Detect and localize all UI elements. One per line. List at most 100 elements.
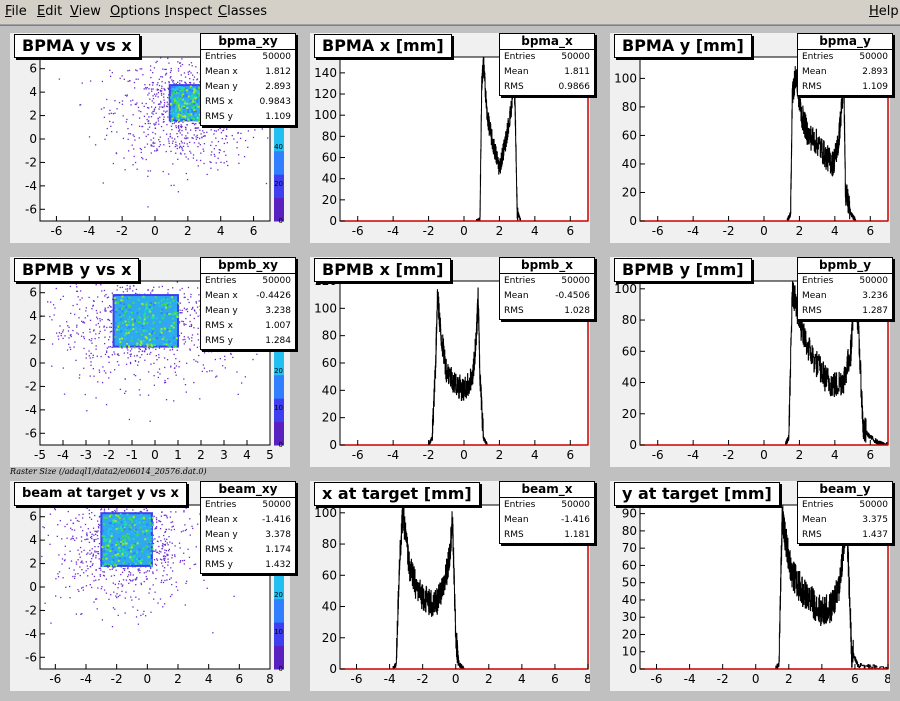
stats-label: RMS x [205,545,233,555]
stats-row: RMS 1.287 [798,304,892,319]
x-tick-label: -4 [387,448,399,462]
y-tick-label: 0 [329,438,337,452]
plot-title: BPMA y vs x [14,34,140,58]
stats-box: bpmb_xy Entries 50000 Mean x -0.4426 Mean y 3.… [200,257,296,350]
x-tick-label: 2 [796,224,804,238]
x-tick-label: 4 [531,224,539,238]
x-tick-label: 0 [151,224,159,238]
bpma-y-pad[interactable]: -6 -4 -2 0 2 4 6 0 20 40 60 80 100 BPMA y [mm] bpma_y E… [610,33,893,243]
stats-label: Mean y [205,530,238,540]
stats-box: bpmb_y Entries 50000 Mean 3.236 RMS 1.287 [797,257,893,320]
stats-label: Entries [205,52,237,62]
menu-inspect[interactable]: Inspect [165,4,213,19]
stats-label: RMS [504,306,524,316]
stats-value: 50000 [262,52,291,62]
stats-box: bpma_xy Entries 50000 Mean x 1.812 Mean y 2.89… [200,33,296,126]
stats-label: Mean x [205,67,238,77]
stats-label: Mean [802,291,827,301]
y-tick-label: 40 [622,157,637,171]
stats-row: RMS y 1.284 [201,334,295,349]
y-tick-label: 80 [622,524,637,538]
y-tick-label: 60 [322,151,337,165]
colorbar-segment [274,174,284,199]
y-tick-label: 20 [622,185,637,199]
stats-value: -0.4426 [256,291,291,301]
x-tick-label: 4 [243,448,251,462]
bpmb-x-pad[interactable]: -6-4-20246020406080100120BPMB x [mm]bpmb… [310,257,595,467]
x-tick-label: -2 [717,672,729,686]
x-tick-label: 2 [485,672,493,686]
y-tick-label: -6 [25,202,37,216]
colorbar-tick-label: 0 [279,441,283,449]
stats-row: Mean 3.236 [798,289,892,304]
colorbar-tick-label: 0 [279,217,283,225]
stats-value: 3.238 [265,306,291,316]
y-tick-label: 0 [629,438,637,452]
y-tick-label: 0 [329,214,337,228]
y-tick-label: 100 [314,301,337,315]
stats-value: 1.287 [862,306,888,316]
y-tick-label: 10 [622,645,637,659]
colorbar-tick-label: 20 [274,180,283,188]
y-tick-label: 20 [322,193,337,207]
menu-options[interactable]: Options [110,4,161,19]
y-tick-label: 6 [29,510,37,524]
menu-file[interactable]: File [5,4,27,19]
stats-value: -1.416 [560,515,590,525]
bpma-x-pad[interactable]: -6 -4 -2 0 2 4 6 0 20 40 60 80 100 120 140 BPMA x [mm] b… [310,33,595,243]
stats-row: Mean 3.375 [798,513,892,528]
stats-value: 50000 [561,52,590,62]
stats-name: beam_xy [201,482,295,498]
histogram-line [640,66,888,222]
stats-label: Mean x [205,291,238,301]
beam-x-pad[interactable]: -6 -4 -2 0 2 4 6 8 0 20 40 60 80 100 x at target [mm] b… [310,481,595,691]
stats-row: Mean y 3.238 [201,304,295,319]
plot-title: x at target [mm] [314,482,480,506]
x-tick-label: 4 [831,448,839,462]
x-tick-label: 8 [266,672,274,686]
x-tick-label: -2 [423,224,435,238]
stats-label: RMS [802,306,822,316]
x-tick-label: -4 [384,672,396,686]
stats-row: RMS 1.437 [798,528,892,543]
stats-label: RMS [802,82,822,92]
y-tick-label: 2 [29,109,37,123]
x-tick-label: 2 [496,224,504,238]
menu-help[interactable]: Help [869,4,899,19]
menu-view[interactable]: View [70,4,101,19]
menu-classes[interactable]: Classes [218,4,267,19]
stats-value: 50000 [561,276,590,286]
stats-row: Mean x 1.812 [201,65,295,80]
beam-y-pad[interactable]: -6 -4 -2 0 2 4 6 8 0 10 20 30 40 50 60 70 80 90 y at targe… [610,481,893,691]
colorbar-segment [274,150,284,175]
histogram-line [340,504,588,670]
stats-row: RMS 1.109 [798,80,892,95]
x-tick-label: -1 [126,448,138,462]
bpmb-y-pad[interactable]: -6 -4 -2 0 2 4 6 0 20 40 60 80 100 BPMB y [mm] bpmb_y E… [610,257,893,467]
x-tick-label: -5 [34,448,46,462]
y-tick-label: -6 [25,426,37,440]
y-tick-label: 0 [29,580,37,594]
menu-edit[interactable]: Edit [37,4,63,19]
plot-title: BPMB x [mm] [314,258,452,282]
stats-value: 50000 [859,276,888,286]
x-tick-label: 4 [205,672,213,686]
x-tick-label: -6 [352,224,364,238]
y-tick-label: 0 [29,356,37,370]
x-tick-label: 2 [174,672,182,686]
y-tick-label: 4 [29,533,37,547]
y-tick-label: 80 [322,329,337,343]
stats-value: 2.893 [265,82,291,92]
stats-label: Entries [802,52,834,62]
stats-value: 50000 [262,276,291,286]
colorbar-segment [274,197,284,222]
y-tick-label: 60 [622,558,637,572]
stats-value: 1.109 [265,112,291,122]
x-tick-label: 0 [151,448,159,462]
plot-title: BPMB y vs x [14,258,140,282]
y-tick-label: 70 [622,541,637,555]
